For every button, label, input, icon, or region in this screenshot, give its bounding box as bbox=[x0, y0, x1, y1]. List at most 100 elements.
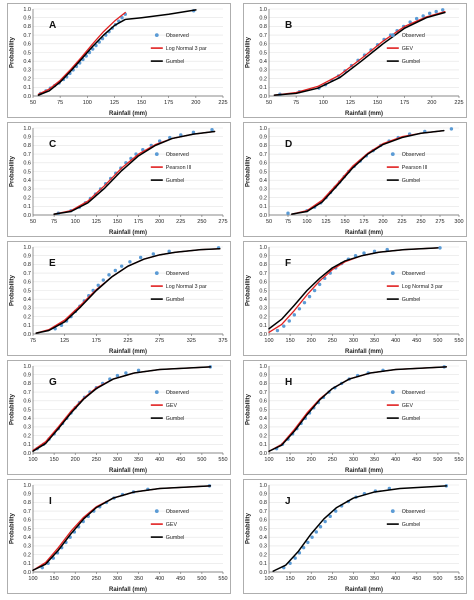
legend-label: Observed bbox=[166, 390, 189, 396]
chart-svg: 0.0 0.1 0.2 0.3 0.4 0.5 0.6 0.7 0.8 0.9 1.0 100 150 2… bbox=[7, 360, 231, 475]
y-axis-label: Probability bbox=[10, 393, 16, 425]
chart-panel-b: 0.0 0.1 0.2 0.3 0.4 0.5 0.6 0.7 0.8 0.9 1.0 50 75 100… bbox=[243, 3, 467, 118]
legend-marker bbox=[154, 152, 159, 156]
x-tick-label: 500 bbox=[433, 576, 442, 582]
x-axis-label: Rainfall (mm) bbox=[345, 468, 383, 474]
x-tick-label: 100 bbox=[264, 338, 273, 344]
y-tick-label: 1.0 bbox=[23, 7, 31, 13]
y-tick-label: 0.1 bbox=[23, 85, 31, 91]
panel-label: F bbox=[285, 258, 291, 269]
observed-point bbox=[113, 268, 118, 273]
x-tick-label: 75 bbox=[30, 338, 36, 344]
y-tick-label: 0.3 bbox=[259, 187, 267, 193]
x-tick-label: 400 bbox=[391, 338, 400, 344]
x-tick-label: 500 bbox=[433, 338, 442, 344]
chart-svg: 0.0 0.1 0.2 0.3 0.4 0.5 0.6 0.7 0.8 0.9 1.0 100 150 2… bbox=[243, 241, 467, 356]
y-tick-label: 0.4 bbox=[259, 178, 267, 184]
panel-label: D bbox=[285, 139, 292, 150]
x-axis-label: Rainfall (mm) bbox=[109, 230, 147, 236]
legend-label: Gumbel bbox=[402, 522, 421, 528]
x-tick-label: 450 bbox=[412, 338, 421, 344]
x-tick-label: 300 bbox=[349, 338, 358, 344]
legend-label: Log Normal 3 par bbox=[166, 46, 207, 52]
y-tick-label: 0.5 bbox=[23, 288, 31, 294]
y-tick-label: 0.2 bbox=[23, 314, 31, 320]
x-tick-label: 350 bbox=[370, 457, 379, 463]
y-tick-label: 0.2 bbox=[259, 552, 267, 558]
observed-point bbox=[292, 313, 297, 317]
x-tick-label: 300 bbox=[349, 576, 358, 582]
x-tick-label: 125 bbox=[346, 100, 355, 106]
y-tick-label: 0.1 bbox=[259, 442, 267, 448]
y-tick-label: 0.1 bbox=[23, 561, 31, 567]
observed-point bbox=[302, 300, 307, 305]
series-line-gumbel bbox=[53, 130, 216, 215]
x-tick-label: 250 bbox=[416, 219, 425, 225]
observed-point bbox=[138, 255, 143, 260]
series-line-gev bbox=[273, 10, 446, 96]
y-axis-label: Probability bbox=[246, 155, 252, 187]
x-tick-label: 200 bbox=[427, 100, 436, 106]
series-line-gumbel bbox=[32, 366, 212, 453]
observed-point bbox=[124, 371, 128, 375]
x-tick-label: 550 bbox=[454, 338, 463, 344]
legend-marker bbox=[390, 152, 395, 156]
legend-label: Gumbel bbox=[402, 178, 421, 184]
y-tick-label: 1.0 bbox=[23, 364, 31, 370]
y-tick-label: 0.1 bbox=[259, 323, 267, 329]
legend-label: Gumbel bbox=[166, 535, 185, 541]
panel-border bbox=[7, 479, 231, 594]
y-tick-label: 0.4 bbox=[23, 297, 31, 303]
x-tick-label: 125 bbox=[60, 338, 69, 344]
series-line-gumbel bbox=[37, 9, 197, 96]
y-tick-label: 0.5 bbox=[259, 288, 267, 294]
observed-point bbox=[328, 514, 332, 519]
y-tick-label: 0.7 bbox=[259, 33, 267, 39]
y-tick-label: 0.3 bbox=[23, 544, 31, 550]
y-tick-label: 0.0 bbox=[23, 213, 31, 219]
legend-label: Observed bbox=[402, 33, 425, 39]
y-tick-label: 0.0 bbox=[23, 451, 31, 457]
chart-panel-f: 0.0 0.1 0.2 0.3 0.4 0.5 0.6 0.7 0.8 0.9 1.0 100 150 2… bbox=[243, 241, 467, 356]
x-tick-label: 50 bbox=[30, 219, 36, 225]
observed-point bbox=[107, 273, 111, 277]
x-tick-label: 175 bbox=[164, 100, 173, 106]
legend-label: Gumbel bbox=[166, 297, 185, 303]
x-tick-label: 75 bbox=[293, 100, 299, 106]
chart-svg: 0.0 0.1 0.2 0.3 0.4 0.5 0.6 0.7 0.8 0.9 1.0 50 75 100… bbox=[243, 122, 467, 237]
y-tick-label: 0.9 bbox=[23, 16, 31, 22]
observed-point bbox=[128, 260, 132, 264]
observed-point bbox=[307, 294, 312, 299]
legend-marker bbox=[154, 509, 159, 513]
chart-svg: 0.0 0.1 0.2 0.3 0.4 0.5 0.6 0.7 0.8 0.9 1.0 100 150 2… bbox=[7, 479, 231, 594]
x-tick-label: 250 bbox=[328, 338, 337, 344]
y-tick-label: 0.4 bbox=[23, 59, 31, 65]
x-tick-label: 100 bbox=[302, 219, 311, 225]
series-line-log-normal-3-par bbox=[37, 11, 126, 95]
panel-label: J bbox=[285, 496, 291, 507]
x-tick-label: 275 bbox=[155, 338, 164, 344]
legend-label: Observed bbox=[166, 152, 189, 158]
y-tick-label: 0.0 bbox=[259, 94, 267, 100]
panel-border bbox=[7, 241, 231, 356]
observed-point bbox=[301, 545, 306, 550]
legend-label: Gumbel bbox=[166, 178, 185, 184]
y-tick-label: 0.3 bbox=[259, 68, 267, 74]
y-tick-label: 0.0 bbox=[259, 213, 267, 219]
x-tick-label: 200 bbox=[71, 576, 80, 582]
y-tick-label: 0.6 bbox=[259, 280, 267, 286]
y-tick-label: 0.1 bbox=[23, 442, 31, 448]
y-tick-label: 0.1 bbox=[259, 204, 267, 210]
legend-label: Observed bbox=[166, 271, 189, 277]
x-tick-label: 500 bbox=[197, 576, 206, 582]
y-axis-label: Probability bbox=[10, 155, 16, 187]
legend-label: Gumbel bbox=[166, 59, 185, 65]
x-tick-label: 350 bbox=[134, 576, 143, 582]
chart-panel-h: 0.0 0.1 0.2 0.3 0.4 0.5 0.6 0.7 0.8 0.9 1.0 100 150 2… bbox=[243, 360, 467, 475]
x-tick-label: 300 bbox=[454, 219, 463, 225]
chart-panel-a: 0.0 0.1 0.2 0.3 0.4 0.5 0.6 0.7 0.8 0.9 1.0 50 75 100… bbox=[7, 3, 231, 118]
observed-point bbox=[157, 139, 162, 143]
x-tick-label: 50 bbox=[266, 219, 272, 225]
observed-point bbox=[151, 252, 156, 256]
y-tick-label: 0.2 bbox=[259, 195, 267, 201]
